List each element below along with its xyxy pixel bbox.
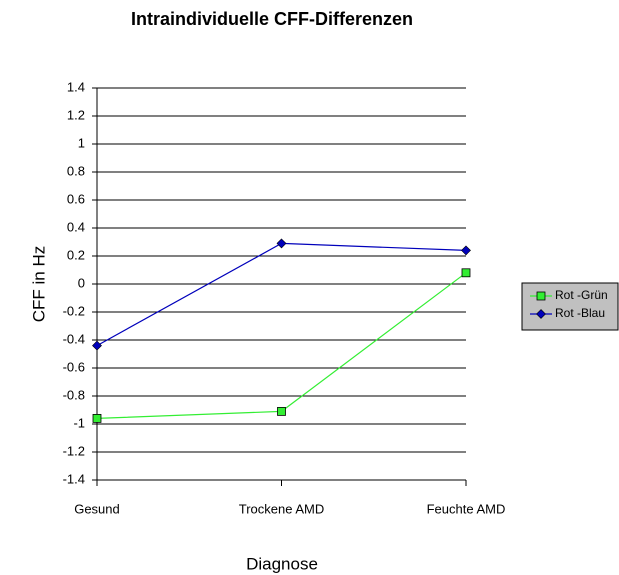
legend-marker — [536, 291, 546, 301]
legend-box — [521, 282, 619, 331]
series-line — [96, 242, 467, 347]
y-axis-title: CFF in Hz — [29, 246, 48, 323]
x-tick-label: Trockene AMD — [239, 501, 325, 516]
x-tick-label: Gesund — [74, 501, 120, 516]
y-tick-label: 1.2 — [67, 107, 85, 122]
y-tick-label: 1.4 — [67, 79, 85, 94]
x-tick-label: Feuchte AMD — [427, 501, 506, 516]
y-tick-label: -0.8 — [63, 387, 85, 402]
chart-title: Intraindividuelle CFF-Differenzen — [131, 9, 413, 29]
x-axis-title: Diagnose — [246, 554, 318, 573]
y-tick-label: 0.2 — [67, 247, 85, 262]
y-tick-label: -1.4 — [63, 471, 85, 486]
y-tick-label: 0.4 — [67, 219, 85, 234]
point — [276, 238, 287, 249]
legend-marker — [536, 309, 546, 319]
point — [461, 245, 471, 256]
y-tick-label: -1.2 — [63, 443, 85, 458]
point — [92, 413, 102, 423]
series-line — [96, 272, 467, 419]
point — [92, 340, 102, 351]
point — [461, 268, 471, 278]
y-tick-label: 0 — [78, 275, 85, 290]
y-tick-label: 1 — [78, 135, 85, 150]
y-tick-label: -1 — [73, 415, 85, 430]
point — [277, 406, 286, 416]
legend-label: Rot -Grün — [555, 288, 608, 302]
y-tick-label: -0.6 — [63, 359, 85, 374]
legend-label: Rot -Blau — [555, 306, 605, 320]
y-tick-label: 0.6 — [67, 191, 85, 206]
y-tick-label: -0.4 — [63, 331, 85, 346]
y-tick-label: -0.2 — [63, 303, 85, 318]
y-tick-label: 0.8 — [67, 163, 85, 178]
